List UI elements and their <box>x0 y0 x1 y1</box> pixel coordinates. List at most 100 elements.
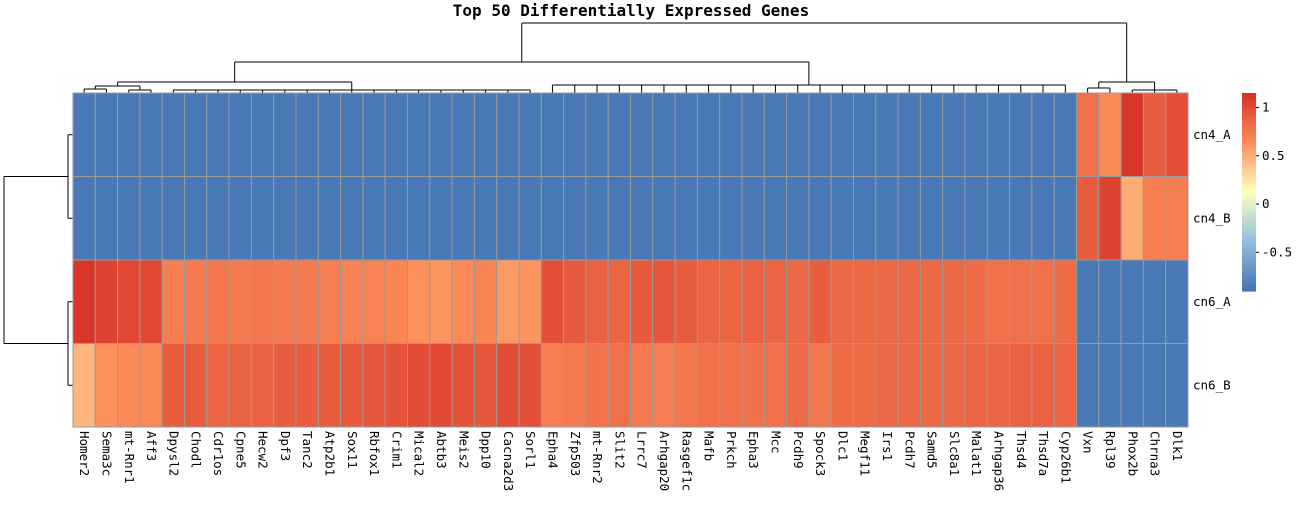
colorbar-segment <box>1242 233 1256 237</box>
heatmap-cell <box>117 343 141 428</box>
heatmap-cell <box>919 259 944 344</box>
column-label: Atp2b1 <box>322 431 337 476</box>
heatmap-cell <box>875 176 899 261</box>
heatmap-cell <box>630 176 654 261</box>
row-label: cn4_A <box>1193 127 1231 142</box>
colorbar-segment <box>1242 197 1256 201</box>
heatmap-cell <box>384 259 409 344</box>
heatmap-cell <box>496 176 520 261</box>
heatmap-cell <box>942 176 966 261</box>
heatmap-cell <box>763 343 788 428</box>
heatmap-cell <box>630 259 654 344</box>
heatmap-cell <box>273 343 297 428</box>
heatmap-cell <box>630 343 654 428</box>
heatmap-cell <box>473 92 498 177</box>
colorbar-segment <box>1242 108 1256 112</box>
heatmap-cell <box>630 92 654 177</box>
column-label: Rbfox1 <box>367 431 382 476</box>
heatmap-cell <box>1009 92 1033 177</box>
colorbar-segment <box>1242 225 1256 229</box>
heatmap-cell <box>161 92 185 177</box>
heatmap-cell <box>942 343 966 428</box>
heatmap-cell <box>1076 259 1100 344</box>
colorbar-segment <box>1242 199 1256 203</box>
heatmap-cell <box>719 92 743 177</box>
colorbar-tick-label: -0.5 <box>1262 244 1292 259</box>
heatmap-cell <box>585 92 609 177</box>
heatmap-cell <box>1120 92 1144 177</box>
colorbar-segment <box>1242 203 1256 207</box>
colorbar-segment <box>1242 118 1256 122</box>
heatmap-cell <box>451 343 475 428</box>
colorbar-segment <box>1242 122 1256 126</box>
heatmap-cell <box>384 92 409 177</box>
heatmap-cell <box>853 343 877 428</box>
heatmap-cell <box>1053 259 1077 344</box>
heatmap-cell <box>540 92 565 177</box>
colorbar-segment <box>1242 273 1256 276</box>
heatmap-cell <box>607 92 632 177</box>
heatmap-cell <box>407 176 431 261</box>
colorbar-segment <box>1242 221 1256 225</box>
colorbar-segment <box>1242 182 1256 185</box>
heatmap-cell <box>362 259 386 344</box>
colorbar-segment <box>1242 289 1256 292</box>
colorbar-segment <box>1242 160 1256 163</box>
heatmap-cell <box>1120 343 1144 428</box>
heatmap-cell <box>184 259 208 344</box>
colorbar-segment <box>1242 223 1256 227</box>
heatmap-cell <box>1142 343 1167 428</box>
heatmap-cell <box>853 259 877 344</box>
column-label: Arhgap20 <box>657 431 672 491</box>
heatmap-cell <box>429 343 453 428</box>
colorbar-segment <box>1242 184 1256 187</box>
colorbar-segment <box>1242 267 1256 270</box>
column-labels: Homer2 Sema3c mt-Rnr1 Aff3 Dpysl2 Chodl Cdr1os… <box>77 431 1185 491</box>
heatmap-cell <box>117 92 141 177</box>
column-label: Sorl1 <box>523 431 538 469</box>
colorbar-segment <box>1242 164 1256 167</box>
heatmap-cell <box>585 343 609 428</box>
column-label: Chrna3 <box>1148 431 1163 476</box>
column-label: Cyp26b1 <box>1058 431 1073 484</box>
heatmap-cell <box>964 92 988 177</box>
heatmap-cell <box>763 92 788 177</box>
column-label: Zfp503 <box>568 431 583 476</box>
colorbar-segment <box>1242 253 1256 256</box>
heatmap-cell <box>696 176 721 261</box>
heatmap-cell <box>340 176 364 261</box>
colorbar-segment <box>1242 190 1256 193</box>
heatmap-cell <box>72 259 96 344</box>
column-label: Thsd7a <box>1036 431 1051 476</box>
row-label: cn6_A <box>1193 294 1231 309</box>
column-label: Dpp10 <box>479 431 494 469</box>
heatmap-cell <box>853 176 877 261</box>
heatmap-cell <box>719 259 743 344</box>
colorbar-segment <box>1242 186 1256 189</box>
heatmap-cell <box>295 92 319 177</box>
colorbar-segment <box>1242 193 1256 197</box>
heatmap-cell <box>540 259 565 344</box>
colorbar-segment <box>1242 195 1256 199</box>
column-label: Arhgap36 <box>991 431 1006 491</box>
colorbar-segment <box>1242 217 1256 221</box>
heatmap-cell <box>317 343 342 428</box>
heatmap-cell <box>161 343 185 428</box>
heatmap-cell <box>473 259 498 344</box>
heatmap-cell <box>1165 176 1189 261</box>
colorbar-segment <box>1242 209 1256 213</box>
colorbar-segment <box>1242 265 1256 268</box>
heatmap-cell <box>473 176 498 261</box>
heatmap-cell <box>496 343 520 428</box>
heatmap-cell <box>607 176 632 261</box>
heatmap-cell <box>184 92 208 177</box>
heatmap-cell <box>407 343 431 428</box>
heatmap-cell <box>808 343 832 428</box>
heatmap-cell <box>206 176 230 261</box>
colorbar-segment <box>1242 205 1256 209</box>
column-label: Aff3 <box>144 431 159 461</box>
colorbar-segment <box>1242 112 1256 116</box>
heatmap-cell <box>830 259 855 344</box>
column-label: mt-Rnr1 <box>122 431 137 484</box>
